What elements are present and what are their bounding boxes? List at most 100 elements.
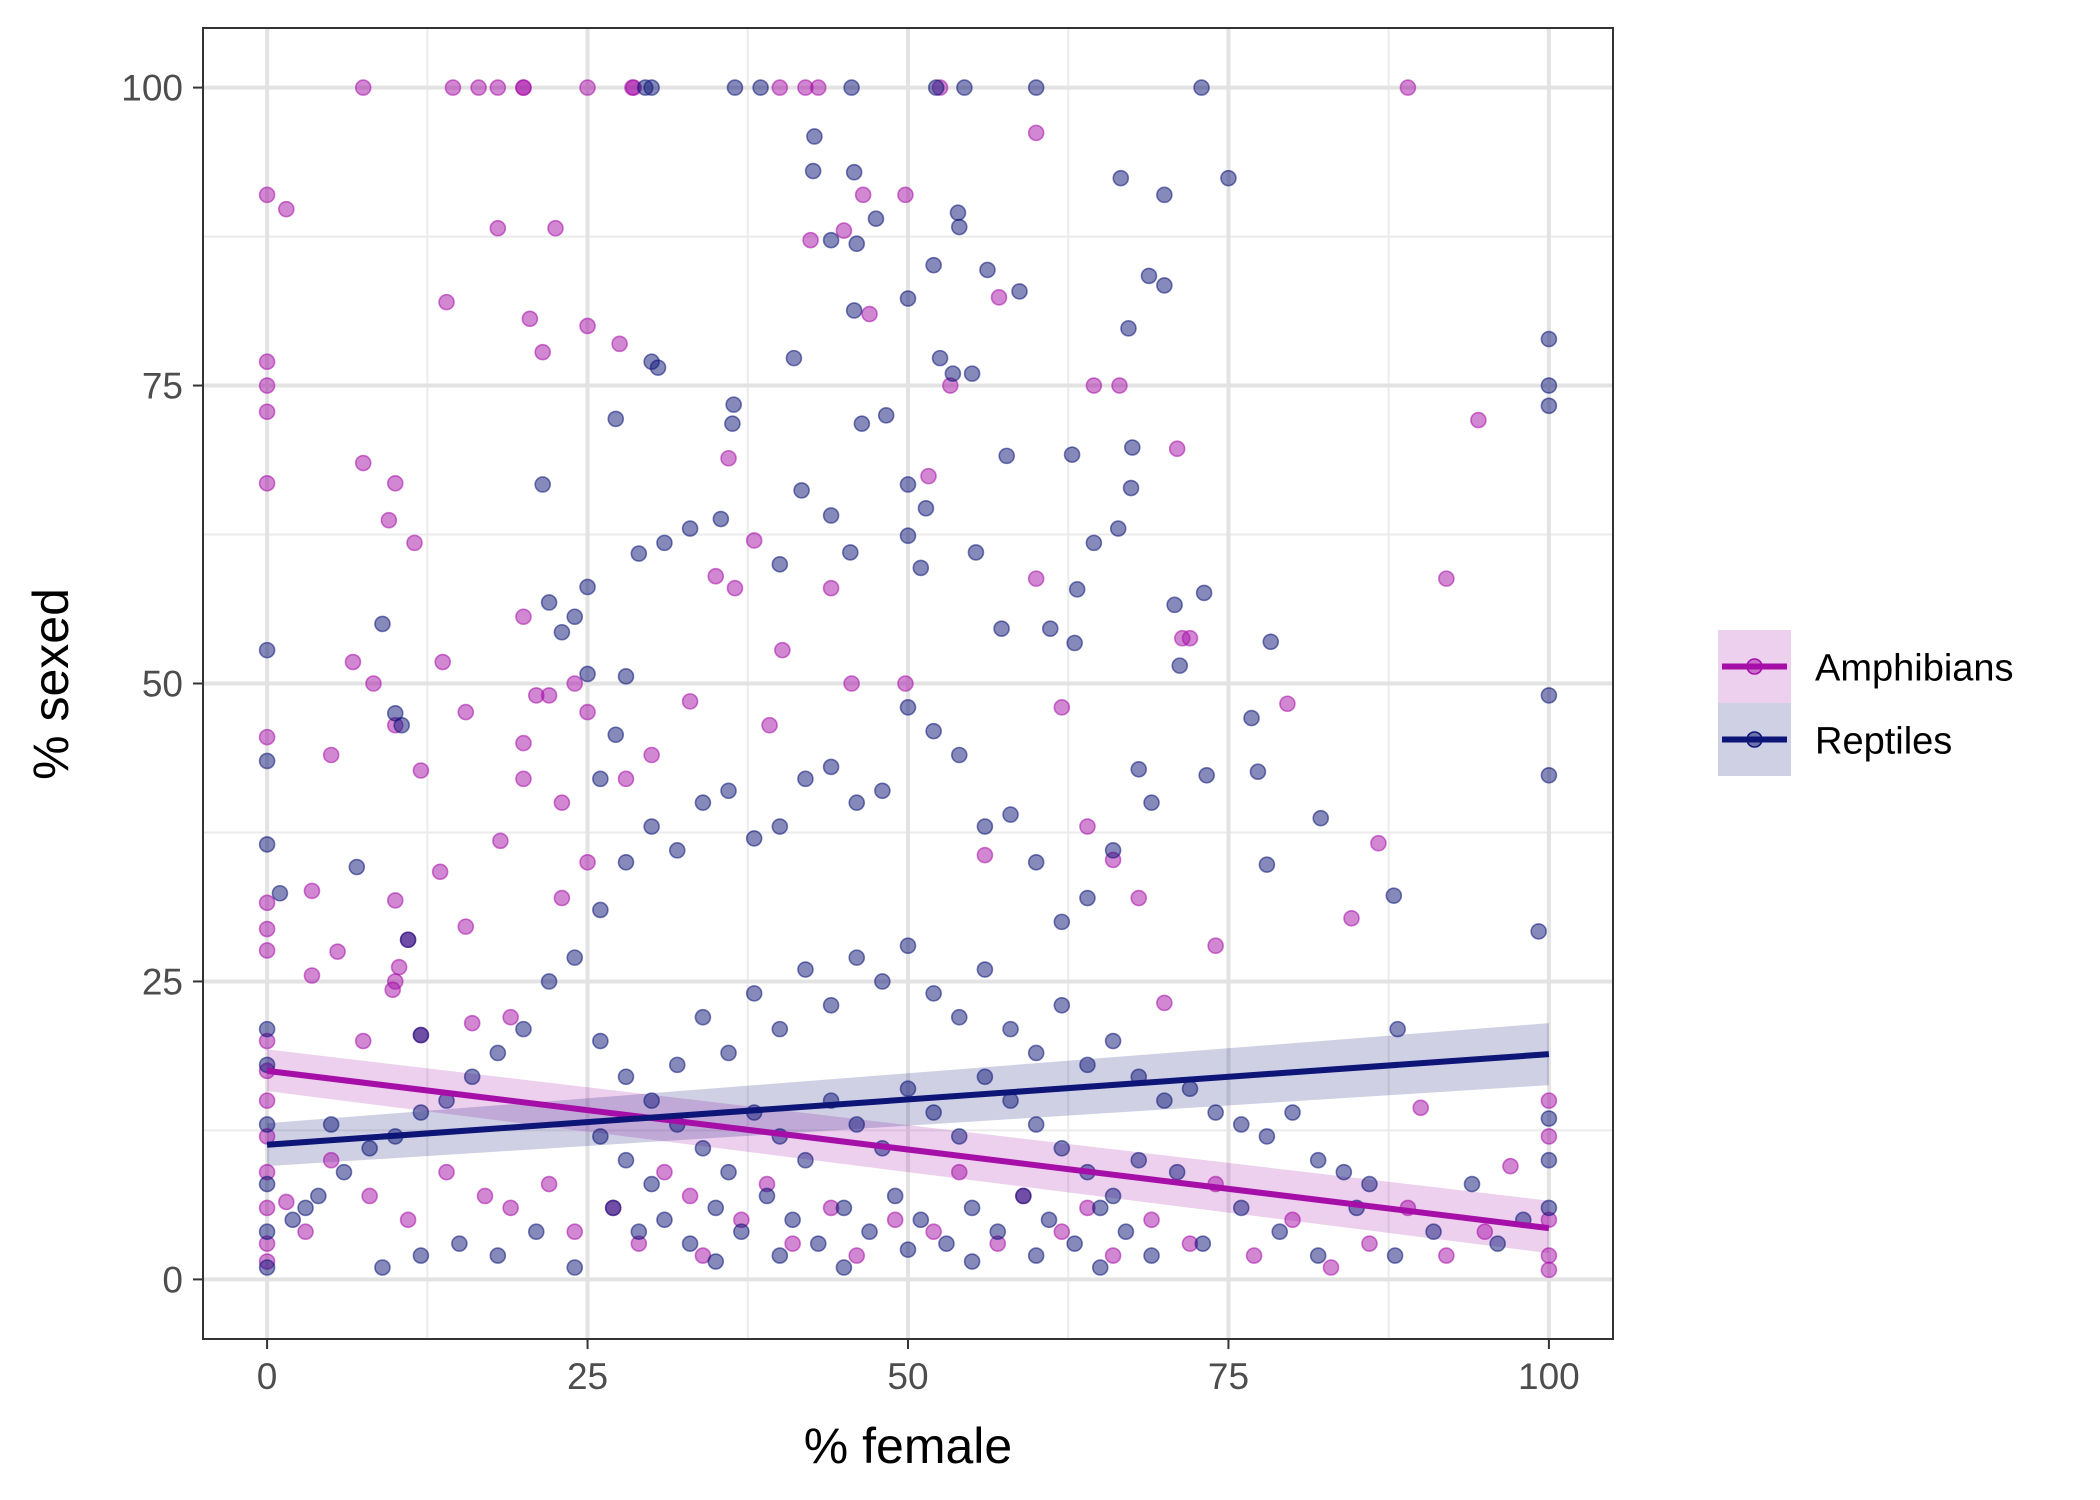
- point-reptiles: [784, 1211, 801, 1229]
- point-amphibians: [258, 353, 276, 371]
- point-reptiles: [1041, 620, 1059, 637]
- point-reptiles: [1232, 1199, 1250, 1217]
- point-reptiles: [899, 476, 917, 493]
- point-reptiles: [822, 996, 840, 1014]
- point-amphibians: [278, 200, 295, 218]
- point-reptiles: [822, 507, 840, 524]
- x-tick-label: 0: [257, 1356, 278, 1397]
- point-reptiles: [950, 1008, 968, 1026]
- point-reptiles: [1166, 596, 1183, 614]
- point-reptiles: [643, 1092, 660, 1109]
- point-reptiles: [726, 79, 744, 96]
- point-reptiles: [643, 818, 660, 835]
- point-amphibians: [579, 79, 596, 96]
- point-reptiles: [1027, 1044, 1045, 1062]
- point-reptiles: [1002, 1020, 1019, 1038]
- point-reptiles: [899, 699, 917, 716]
- point-reptiles: [1540, 377, 1558, 394]
- point-reptiles: [963, 365, 981, 382]
- point-amphibians: [1053, 699, 1071, 716]
- point-reptiles: [284, 1211, 302, 1229]
- point-amphibians: [1540, 1261, 1558, 1279]
- point-reptiles: [1168, 1163, 1186, 1181]
- point-amphibians: [515, 79, 532, 96]
- point-reptiles: [931, 349, 949, 367]
- point-reptiles: [1143, 794, 1160, 811]
- point-reptiles: [1063, 446, 1081, 463]
- point-reptiles: [681, 1235, 699, 1252]
- point-amphibians: [726, 579, 744, 597]
- point-reptiles: [630, 545, 648, 562]
- point-amphibians: [1412, 1099, 1430, 1117]
- legend-key-amphibians: [1718, 630, 1791, 703]
- point-amphibians: [386, 474, 404, 492]
- point-reptiles: [1195, 584, 1213, 602]
- point-amphibians: [502, 1008, 519, 1026]
- point-amphibians: [258, 728, 276, 746]
- point-amphibians: [1027, 570, 1045, 587]
- point-reptiles: [758, 1187, 776, 1205]
- x-tick-label: 100: [1518, 1356, 1580, 1397]
- point-reptiles: [1530, 923, 1547, 940]
- point-amphibians: [438, 1163, 455, 1181]
- point-reptiles: [1117, 1223, 1135, 1241]
- point-amphibians: [399, 1211, 417, 1229]
- x-tick-label: 25: [567, 1356, 608, 1397]
- point-amphibians: [258, 474, 276, 492]
- point-amphibians: [258, 942, 276, 959]
- point-reptiles: [1194, 1235, 1212, 1252]
- point-amphibians: [354, 79, 372, 96]
- point-reptiles: [845, 302, 863, 319]
- point-reptiles: [848, 235, 866, 253]
- point-reptiles: [1104, 1187, 1122, 1205]
- point-reptiles: [1271, 1223, 1289, 1241]
- point-amphibians: [897, 186, 914, 204]
- point-reptiles: [649, 359, 667, 376]
- point-amphibians: [412, 762, 430, 779]
- point-amphibians: [566, 1223, 584, 1241]
- point-reptiles: [874, 973, 891, 990]
- point-reptiles: [322, 1116, 340, 1133]
- y-tick-label: 50: [142, 664, 183, 705]
- y-tick-label: 0: [162, 1259, 183, 1300]
- point-reptiles: [579, 578, 596, 596]
- point-amphibians: [470, 79, 487, 96]
- point-reptiles: [950, 746, 968, 764]
- point-reptiles: [1079, 1056, 1096, 1074]
- point-reptiles: [912, 559, 930, 577]
- point-amphibians: [1111, 377, 1128, 394]
- point-amphibians: [1053, 1223, 1071, 1241]
- point-reptiles: [592, 770, 609, 788]
- point-amphibians: [720, 449, 737, 467]
- point-reptiles: [745, 985, 763, 1002]
- point-amphibians: [1207, 937, 1224, 955]
- point-reptiles: [899, 290, 917, 307]
- point-reptiles: [899, 527, 917, 545]
- point-reptiles: [848, 949, 866, 966]
- point-reptiles: [1386, 1247, 1404, 1264]
- point-reptiles: [993, 620, 1010, 637]
- point-reptiles: [1112, 169, 1130, 187]
- point-amphibians: [258, 894, 276, 912]
- point-amphibians: [438, 293, 455, 311]
- point-reptiles: [1389, 1020, 1406, 1038]
- point-amphibians: [444, 79, 462, 96]
- point-reptiles: [1066, 634, 1083, 652]
- point-reptiles: [822, 758, 840, 776]
- point-reptiles: [335, 1163, 353, 1181]
- point-reptiles: [843, 79, 860, 96]
- point-reptiles: [694, 1140, 712, 1157]
- point-amphibians: [1156, 994, 1173, 1012]
- point-amphibians: [457, 918, 475, 935]
- point-reptiles: [1540, 687, 1558, 704]
- point-amphibians: [515, 608, 532, 626]
- point-amphibians: [886, 1211, 904, 1229]
- point-reptiles: [925, 985, 942, 1002]
- point-reptiles: [804, 162, 822, 180]
- point-amphibians: [329, 943, 346, 960]
- point-amphibians: [303, 967, 321, 984]
- point-amphibians: [1470, 411, 1487, 429]
- point-reptiles: [956, 79, 973, 96]
- point-amphibians: [386, 892, 404, 909]
- point-reptiles: [310, 1187, 327, 1205]
